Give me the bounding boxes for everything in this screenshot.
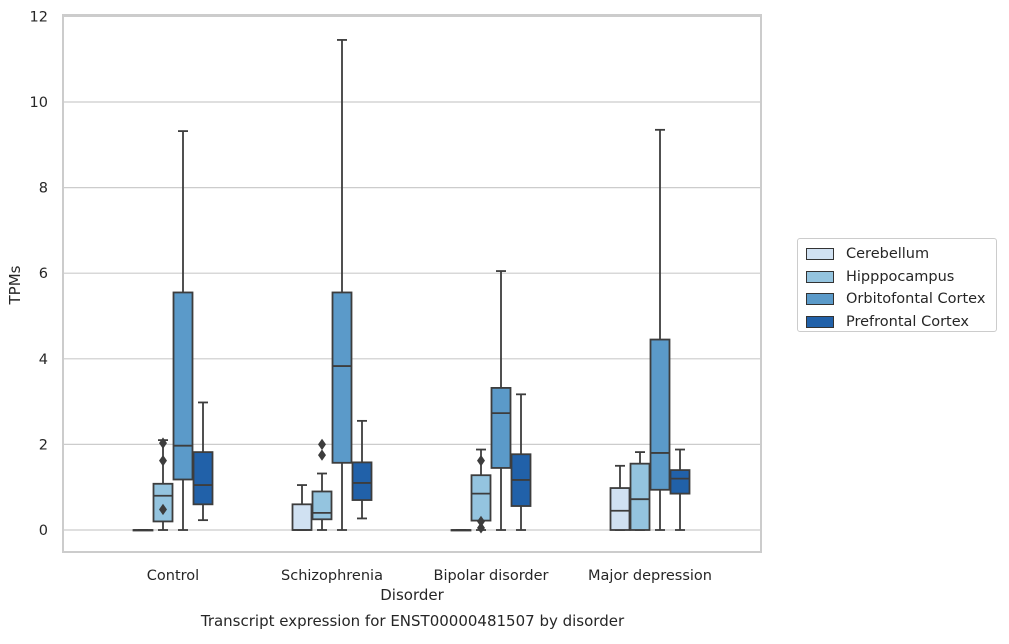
y-tick-label: 12 (30, 9, 48, 25)
box-hipppocampus (629, 451, 651, 531)
legend-swatch (806, 248, 834, 261)
box-cerebellum (609, 464, 631, 531)
box-hipppocampus (470, 448, 492, 534)
box-iqr (609, 487, 631, 531)
legend-swatch (806, 293, 834, 306)
box-orbitofontal-cortex (490, 270, 512, 531)
y-tick-label: 2 (39, 437, 48, 453)
plot-frame (62, 14, 762, 553)
outlier-point (159, 437, 167, 449)
outlier-point (159, 454, 167, 467)
chart-caption: Transcript expression for ENST0000048150… (200, 612, 625, 630)
outlier-point (477, 522, 485, 534)
box-orbitofontal-cortex (172, 130, 194, 531)
y-axis-label: TPMs (6, 265, 24, 305)
legend-item: Prefrontal Cortex (806, 311, 996, 334)
x-axis-label: Disorder (380, 586, 444, 604)
box-iqr (172, 291, 194, 481)
box-iqr (311, 490, 333, 521)
box-iqr (470, 474, 492, 522)
outlier-point (318, 449, 326, 461)
y-tick-label: 8 (39, 181, 48, 197)
box-iqr (649, 338, 671, 491)
legend-swatch (806, 270, 834, 283)
box-hipppocampus (152, 437, 174, 531)
box-iqr (351, 461, 373, 501)
box-prefrontal-cortex (192, 401, 214, 522)
box-prefrontal-cortex (351, 419, 373, 520)
outlier-point (318, 438, 326, 451)
box-hipppocampus (311, 438, 333, 531)
box-orbitofontal-cortex (331, 39, 353, 531)
legend-label: Orbitofontal Cortex (846, 291, 986, 308)
box-iqr (490, 387, 512, 469)
box-prefrontal-cortex (510, 393, 532, 531)
outlier-point (477, 515, 485, 528)
legend-label: Cerebellum (846, 246, 930, 263)
box-cerebellum (450, 529, 472, 532)
box-iqr (629, 462, 651, 531)
legend-swatch (806, 315, 834, 328)
legend-item: Hipppocampus (806, 266, 996, 289)
box-prefrontal-cortex (669, 448, 691, 531)
box-iqr (192, 451, 214, 506)
axis-layer: 0 2 4 6 8 10 12 Control Schizophrenia Bipolar dis… (30, 9, 762, 584)
y-tick-label: 0 (39, 523, 48, 539)
x-tick-label: Major depression (588, 568, 712, 584)
legend-item: Orbitofontal Cortex (806, 288, 996, 311)
y-tick-label: 10 (30, 95, 48, 111)
y-tick-label: 4 (39, 352, 48, 368)
legend-item: Cerebellum (806, 243, 996, 266)
y-tick-label: 6 (39, 266, 48, 282)
box-orbitofontal-cortex (649, 128, 671, 531)
legend-label: Prefrontal Cortex (846, 313, 969, 330)
x-tick-label: Bipolar disorder (434, 568, 549, 584)
x-tick-label: Schizophrenia (281, 568, 383, 584)
legend-label: Hipppocampus (846, 268, 955, 285)
legend: Cerebellum Hipppocampus Orbitofontal Corte… (797, 238, 997, 332)
box-cerebellum (291, 484, 313, 531)
outlier-point (477, 454, 485, 467)
box-cerebellum (132, 529, 154, 532)
box-layer (132, 39, 691, 534)
box-iqr (669, 469, 691, 495)
x-tick-label: Control (147, 568, 199, 584)
box-iqr (152, 482, 174, 523)
outlier-point (159, 503, 167, 516)
box-iqr (291, 503, 313, 531)
box-iqr (331, 291, 353, 464)
